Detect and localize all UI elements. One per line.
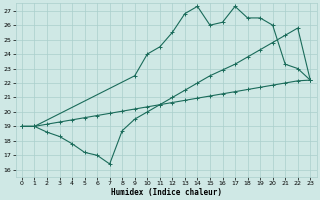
X-axis label: Humidex (Indice chaleur): Humidex (Indice chaleur) [111,188,221,197]
